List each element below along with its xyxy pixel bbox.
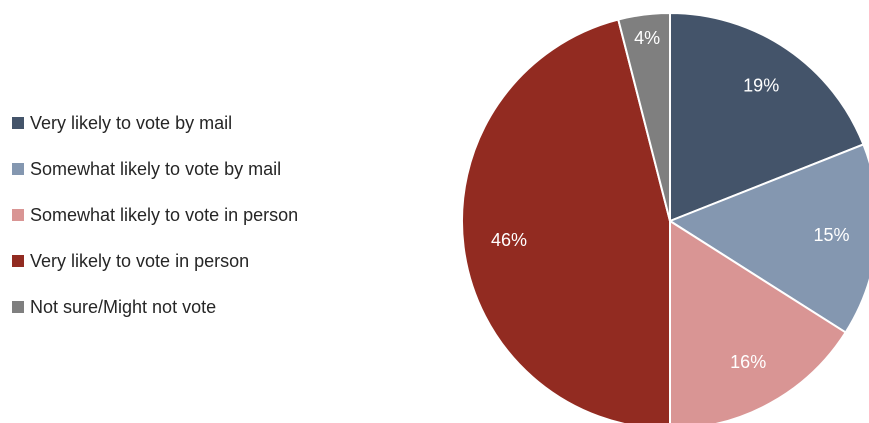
legend-swatch — [12, 117, 24, 129]
legend-label: Somewhat likely to vote in person — [30, 204, 299, 225]
legend-item: Somewhat likely to vote in person — [12, 192, 298, 238]
pie-slice — [669, 143, 869, 334]
legend-label: Very likely to vote in person — [30, 250, 250, 271]
legend-item: Very likely to vote by mail — [12, 100, 298, 146]
legend: Very likely to vote by mail Somewhat lik… — [12, 100, 298, 330]
slice-value-label: 15% — [813, 225, 849, 245]
slice-value-label: 4% — [634, 28, 660, 48]
pie-slice — [669, 220, 847, 423]
legend-swatch — [12, 301, 24, 313]
legend-item: Somewhat likely to vote by mail — [12, 146, 298, 192]
legend-label: Not sure/Might not vote — [30, 296, 217, 317]
legend-label: Somewhat likely to vote by mail — [30, 158, 282, 179]
legend-swatch — [12, 255, 24, 267]
slice-value-label: 19% — [743, 76, 779, 96]
legend-swatch — [12, 163, 24, 175]
slice-value-label: 16% — [730, 352, 766, 372]
legend-item: Not sure/Might not vote — [12, 284, 298, 330]
legend-swatch — [12, 209, 24, 221]
pie-slice — [617, 12, 671, 222]
legend-item: Very likely to vote in person — [12, 238, 298, 284]
legend-label: Very likely to vote by mail — [30, 112, 233, 133]
pie-slice — [461, 18, 671, 423]
pie-slice — [669, 12, 865, 222]
slice-value-label: 46% — [491, 230, 527, 250]
